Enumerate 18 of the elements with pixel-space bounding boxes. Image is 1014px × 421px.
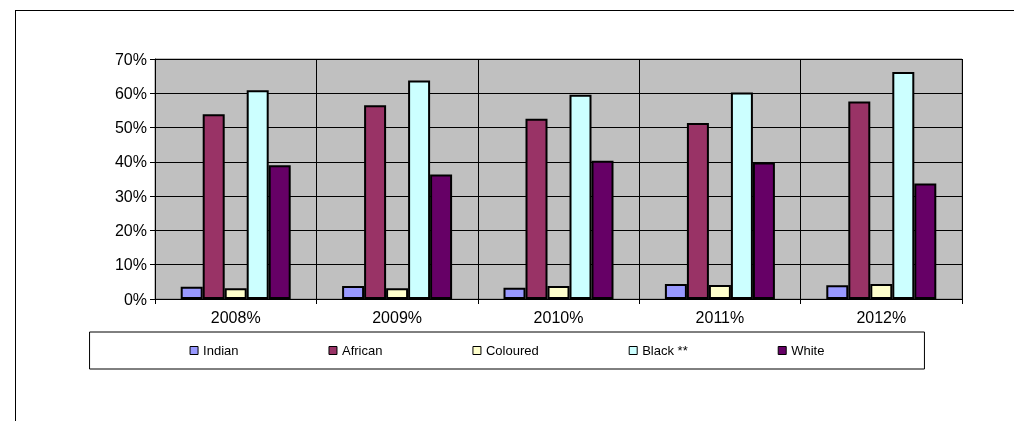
legend-label: White	[791, 343, 825, 358]
y-tick-label: 60%	[114, 84, 147, 102]
legend-label: Coloured	[485, 343, 539, 358]
x-tick-label: 2009%	[372, 308, 423, 326]
y-tick-label: 40%	[114, 153, 147, 171]
y-tick-label: 70%	[114, 50, 147, 68]
y-tick-label: 30%	[114, 187, 147, 205]
y-tick-label: 0%	[123, 290, 147, 308]
y-tick-label: 20%	[114, 221, 147, 239]
legend-label: African	[341, 343, 383, 358]
legend-label: Black **	[642, 343, 688, 358]
legend-label: Indian	[203, 343, 239, 358]
x-tick-label: 2011%	[695, 308, 745, 326]
y-tick-label: 50%	[114, 119, 147, 137]
y-tick-label: 10%	[114, 256, 147, 274]
x-tick-label: 2008%	[210, 308, 261, 326]
x-tick-label: 2012%	[856, 308, 907, 326]
x-tick-label: 2010%	[533, 308, 584, 326]
